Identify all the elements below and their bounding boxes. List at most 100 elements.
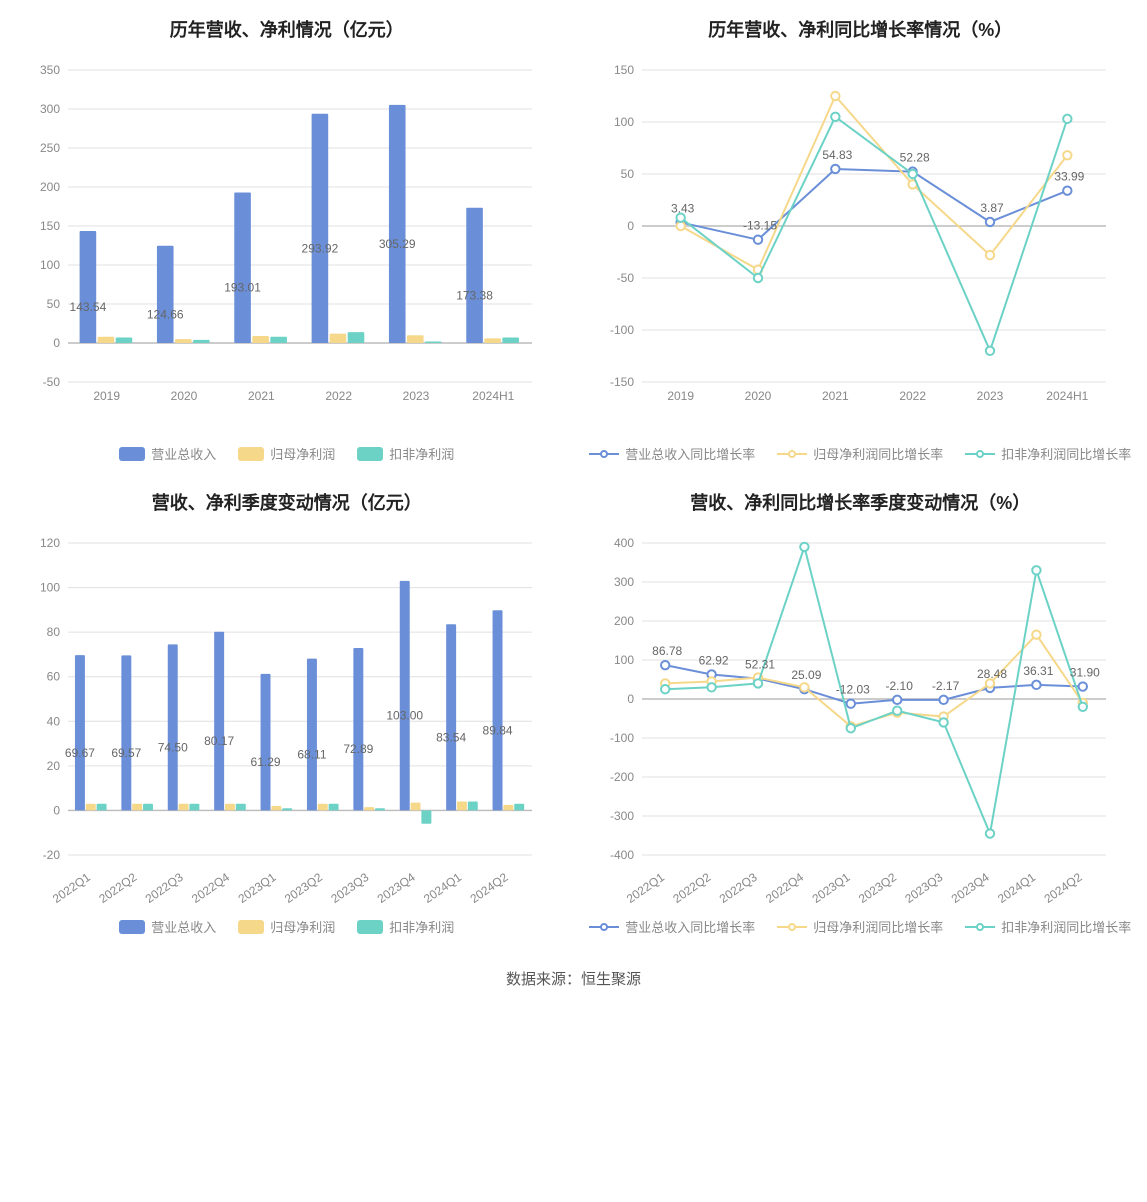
svg-text:-100: -100 [609,323,633,337]
legend-swatch [119,920,145,934]
svg-text:86.78: 86.78 [652,644,682,658]
legend-label: 归母净利润同比增长率 [813,444,943,463]
svg-text:2022: 2022 [325,389,352,403]
panel-quarter-line: 营收、净利同比增长率季度变动情况（%） -400-300-200-1000100… [574,473,1147,946]
svg-text:3.43: 3.43 [670,201,694,215]
svg-text:83.54: 83.54 [436,730,466,744]
svg-text:69.57: 69.57 [111,746,141,760]
legend-label: 扣非净利润 [389,917,454,936]
svg-text:-50: -50 [616,271,634,285]
chart-annual-line: -150-100-5005010015020192020202120222023… [584,60,1138,430]
legend-swatch [357,447,383,461]
svg-text:-50: -50 [43,375,61,389]
svg-text:60: 60 [47,670,61,684]
svg-text:103.00: 103.00 [386,709,423,723]
svg-text:0: 0 [53,803,60,817]
legend-item: 扣非净利润同比增长率 [965,444,1131,463]
svg-text:-13.15: -13.15 [742,219,776,233]
svg-text:124.66: 124.66 [147,307,184,321]
legend-swatch [589,448,619,460]
svg-text:100: 100 [613,653,633,667]
svg-text:40: 40 [47,714,61,728]
svg-text:2022Q2: 2022Q2 [96,870,139,903]
legend-item: 扣非净利润同比增长率 [965,917,1131,936]
svg-text:69.67: 69.67 [65,746,95,760]
svg-text:-400: -400 [609,848,633,862]
legend-swatch [965,921,995,933]
svg-text:120: 120 [40,536,60,550]
svg-text:-2.10: -2.10 [885,679,913,693]
svg-text:72.89: 72.89 [343,742,373,756]
legend-swatch [965,448,995,460]
svg-text:305.29: 305.29 [379,237,416,251]
legend-label: 扣非净利润 [389,444,454,463]
legend-label: 营业总收入同比增长率 [625,444,755,463]
svg-text:2023Q1: 2023Q1 [236,870,279,903]
svg-text:2022Q1: 2022Q1 [50,870,93,903]
svg-text:2022Q3: 2022Q3 [143,870,186,903]
svg-text:2020: 2020 [171,389,198,403]
legend-item: 扣非净利润 [357,917,454,936]
legend-item: 归母净利润同比增长率 [777,444,943,463]
svg-text:0: 0 [53,336,60,350]
svg-text:400: 400 [613,536,633,550]
chart-title: 历年营收、净利同比增长率情况（%） [584,16,1138,42]
legend-item: 归母净利润 [238,444,335,463]
legend-item: 扣非净利润 [357,444,454,463]
svg-text:80: 80 [47,625,61,639]
legend-label: 营业总收入 [151,917,216,936]
svg-text:36.31: 36.31 [1023,664,1053,678]
svg-text:2022Q4: 2022Q4 [189,870,232,903]
svg-text:200: 200 [40,180,60,194]
svg-text:300: 300 [40,102,60,116]
legend-swatch [357,920,383,934]
svg-text:2024H1: 2024H1 [1046,389,1088,403]
svg-text:2022: 2022 [899,389,926,403]
svg-text:2021: 2021 [248,389,275,403]
svg-text:3.87: 3.87 [980,201,1004,215]
svg-text:2023Q2: 2023Q2 [855,870,898,903]
svg-text:2022Q2: 2022Q2 [670,870,713,903]
svg-text:68.11: 68.11 [297,748,326,762]
svg-text:62.92: 62.92 [698,653,728,667]
legend-label: 归母净利润同比增长率 [813,917,943,936]
svg-text:0: 0 [627,219,634,233]
legend-quarter-line: 营业总收入同比增长率 归母净利润同比增长率 扣非净利润同比增长率 [584,917,1138,936]
svg-text:-150: -150 [609,375,633,389]
svg-text:350: 350 [40,63,60,77]
chart-quarter-bar: -200204060801001202022Q12022Q22022Q32022… [10,533,564,903]
svg-text:193.01: 193.01 [224,281,261,295]
svg-text:-2.17: -2.17 [931,679,959,693]
legend-item: 归母净利润 [238,917,335,936]
svg-text:173.38: 173.38 [456,288,493,302]
legend-annual-bar: 营业总收入归母净利润扣非净利润 [10,444,564,463]
svg-text:2023: 2023 [976,389,1003,403]
legend-label: 营业总收入同比增长率 [625,917,755,936]
svg-text:2023Q4: 2023Q4 [948,870,991,903]
svg-text:2023Q3: 2023Q3 [902,870,945,903]
svg-text:2023Q1: 2023Q1 [809,870,852,903]
legend-item: 营业总收入 [119,917,216,936]
legend-swatch [777,921,807,933]
svg-text:2019: 2019 [667,389,694,403]
svg-text:-12.03: -12.03 [835,683,869,697]
svg-text:2023Q2: 2023Q2 [282,870,325,903]
svg-text:50: 50 [47,297,61,311]
chart-annual-bar: -500501001502002503003502019202020212022… [10,60,564,430]
svg-text:2022Q1: 2022Q1 [623,870,666,903]
legend-label: 扣非净利润同比增长率 [1001,917,1131,936]
svg-text:2021: 2021 [821,389,848,403]
svg-text:80.17: 80.17 [204,734,234,748]
svg-text:61.29: 61.29 [251,755,281,769]
page-root: 历年营收、净利情况（亿元） -5005010015020025030035020… [0,0,1147,1017]
svg-text:-100: -100 [609,731,633,745]
svg-text:0: 0 [627,692,634,706]
svg-text:31.90: 31.90 [1069,666,1099,680]
svg-text:100: 100 [613,115,633,129]
legend-label: 扣非净利润同比增长率 [1001,444,1131,463]
legend-label: 归母净利润 [270,444,335,463]
svg-text:2019: 2019 [93,389,120,403]
svg-text:250: 250 [40,141,60,155]
svg-text:52.28: 52.28 [899,151,929,165]
chart-quarter-line: -400-300-200-10001002003004002022Q12022Q… [584,533,1138,903]
